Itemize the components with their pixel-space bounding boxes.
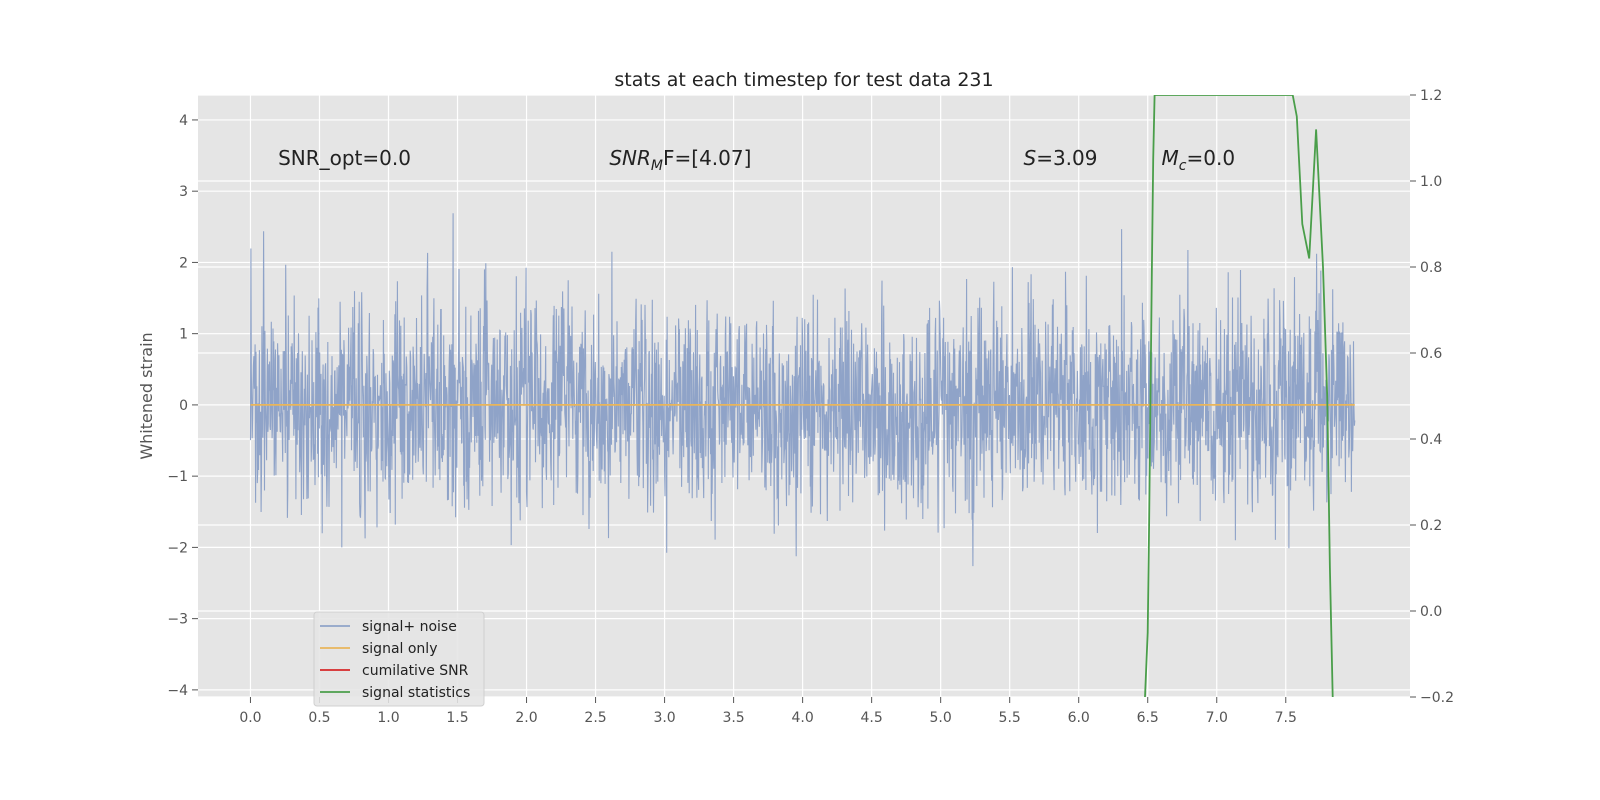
right-y-axis: 1.2 1.0 0.8 0.6 0.4 0.2 0.0 −0.2 [1410,88,1454,706]
y2-tick-label: 0.0 [1420,604,1442,620]
legend-box [313,611,485,707]
y2-tick-label: 1.0 [1420,174,1442,190]
x-tick-label: 4.0 [791,710,813,726]
x-tick-label: 5.5 [999,710,1021,726]
annotation-prefix: S [1023,146,1036,170]
x-tick-label: 2.0 [515,710,537,726]
x-tick-label: 4.5 [861,710,883,726]
x-tick-label: 5.0 [930,710,952,726]
y-tick-label: 4 [179,113,188,129]
annotation-subscript: c [1179,158,1187,174]
annotation-2: S=3.09 [1023,146,1097,170]
annotation-prefix: M [1162,146,1179,170]
annotation-prefix: SNR [609,146,651,170]
y-tick-label: 3 [179,184,188,200]
annotation-3: Mc=0.0 [1162,146,1236,174]
series-line-signal-noise [249,213,1356,567]
x-tick-label: 7.0 [1206,710,1228,726]
x-tick-label: 1.0 [377,710,399,726]
y2-tick-label: 0.8 [1420,260,1442,276]
y-tick-label: −1 [167,469,188,485]
x-tick-label: 1.5 [446,710,468,726]
x-tick-label: 3.5 [722,710,744,726]
annotation-suffix: =3.09 [1036,146,1097,170]
x-tick-label: 2.5 [584,710,606,726]
y-tick-label: −2 [167,540,188,556]
y-tick-label: 1 [179,327,188,343]
y2-tick-label: 0.2 [1420,518,1442,534]
annotation-subscript: M [651,158,663,174]
y-tick-label: 2 [179,255,188,271]
annotation-suffix: F=[4.07] [663,146,751,170]
x-tick-label: 7.5 [1275,710,1297,726]
annotation-1: SNRMF=[4.07] [609,146,751,174]
annotation-prefix: SNR_opt=0.0 [278,146,411,170]
y-axis-label: Whitened strain [137,332,156,459]
legend: signal+ noise signal only cumilative SNR si… [313,611,485,707]
chart-title: stats at each timestep for test data 231 [614,69,993,91]
legend-label: cumilative SNR [362,663,469,679]
x-tick-label: 3.0 [653,710,675,726]
y-tick-label: −3 [167,612,188,628]
left-y-axis: 4 3 2 1 0 −1 −2 −3 −4 [167,113,198,699]
annotation-suffix: =0.0 [1186,146,1235,170]
y-tick-label: −4 [167,683,188,699]
y2-tick-label: −0.2 [1420,690,1454,706]
y2-tick-label: 1.2 [1420,88,1442,104]
y2-tick-label: 0.6 [1420,346,1442,362]
series-layer [249,95,1356,697]
x-tick-label: 0.5 [308,710,330,726]
x-tick-label: 0.0 [239,710,261,726]
x-axis: 0.0 0.5 1.0 1.5 2.0 2.5 3.0 3.5 4.0 4.5 5.0 5.5 6.0 6… [239,697,1297,726]
legend-label: signal only [362,641,437,657]
x-tick-label: 6.0 [1068,710,1090,726]
y-tick-label: 0 [179,398,188,414]
annotations: SNR_opt=0.0 SNRMF=[4.07] S=3.09 Mc=0.0 [278,146,1235,174]
series-line-3 [1144,95,1334,697]
legend-label: signal statistics [362,685,470,701]
y2-tick-label: 0.4 [1420,432,1442,448]
x-tick-label: 6.5 [1137,710,1159,726]
annotation-0: SNR_opt=0.0 [278,146,411,170]
legend-label: signal+ noise [362,619,457,635]
